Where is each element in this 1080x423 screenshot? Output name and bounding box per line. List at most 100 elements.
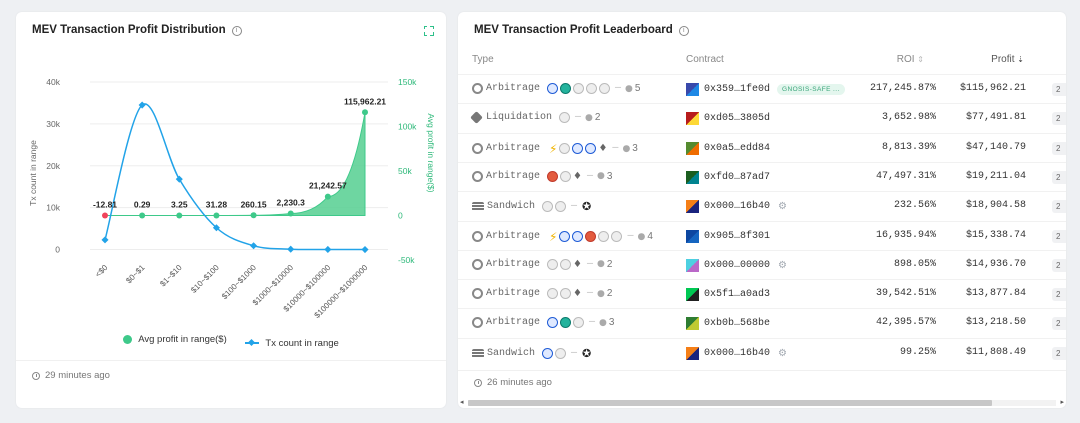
type-label: Arbitrage [486,143,541,155]
protocol-icon[interactable] [560,170,572,182]
protocol-icon[interactable] [555,347,567,359]
contract-cell[interactable]: 0x359…1fe0d GNOSIS-SAFE ... [686,83,845,96]
table-row[interactable]: Arbitrage — ● 5 0x359…1fe0d GNOSIS-SAFE ... 21… [458,74,1066,103]
eth-icon: ♦ [598,143,608,155]
dash-separator: — [571,201,578,213]
avg-profit-area [105,112,366,216]
protocol-icon[interactable] [559,143,571,155]
roi-value: 3,652.98% [881,112,936,124]
protocol-icon[interactable] [572,143,584,155]
protocol-icon[interactable] [547,317,559,329]
right-updated-time: 26 minutes ago [487,377,552,388]
contract-cell[interactable]: 0xfd0…87ad7 [686,170,771,184]
legend-tx-count[interactable]: Tx count in range [245,338,339,349]
col-profit[interactable]: Profit ⇣ [991,54,1024,65]
table-row[interactable]: Arbitrage — ● 3 0xb0b…568be 42,395.57% $13,218… [458,308,1066,337]
protocol-icon[interactable] [572,231,584,242]
info-icon[interactable]: i [678,26,689,36]
expand-icon[interactable] [423,25,434,36]
horizontal-scrollbar[interactable]: ◂ ▸ [458,398,1066,408]
eth-icon: ♦ [573,258,582,270]
pool-count: 2 [606,288,613,300]
avg-profit-point [139,212,146,219]
roi-value: 47,497.31% [875,170,936,182]
protocol-icon[interactable] [542,347,554,359]
table-row[interactable]: Arbitrage ⚡ — ● 4 0x905…8f301 16,935.94% $15,33… [458,220,1066,250]
overflow-cell: 2 [1052,83,1066,96]
roi-value: 99.25% [899,346,936,358]
col-type: Type [472,54,494,65]
protocol-icon[interactable] [560,288,572,300]
contract-cell[interactable]: 0xd05…3805d [686,112,771,126]
footer-divider [16,360,446,361]
type-cell: Sandwich — ✪ [472,347,591,360]
col-roi[interactable]: ROI ⇕ [897,54,924,65]
protocol-icon[interactable] [559,231,571,242]
right-axis-title: Avg profit in range($) [426,113,436,192]
contract-address[interactable]: 0x5f1…a0ad3 [704,289,771,301]
contract-cell[interactable]: 0x5f1…a0ad3 [686,288,771,302]
tx-count-line [104,103,366,251]
protocol-icon[interactable] [555,201,567,213]
table-row[interactable]: Arbitrage ♦ — ● 2 0x000…00000 ⚙ 898.05% $14,936.… [458,249,1066,279]
contract-address[interactable]: 0x0a5…edd84 [704,142,771,154]
protocol-icon[interactable] [547,170,559,182]
contract-address[interactable]: 0x359…1fe0d [704,84,771,95]
table-row[interactable]: Sandwich — ✪ 0x000…16b40 ⚙ 232.56% $18,904.58 2 [458,191,1066,220]
eth-icon: ♦ [573,288,582,300]
sandwich-icon [472,348,484,358]
contract-avatar [686,346,699,360]
scroll-left-icon[interactable]: ◂ [460,398,464,406]
table-row[interactable]: Arbitrage ♦ — ● 3 0xfd0…87ad7 47,497.31% $19,21… [458,161,1066,191]
protocol-icon[interactable] [547,83,559,94]
protocol-icon[interactable] [598,231,610,242]
legend-avg-dot [123,335,133,344]
contract-cell[interactable]: 0xb0b…568be [686,317,771,331]
overflow-cell: 2 [1052,346,1066,360]
contract-address[interactable]: 0x905…8f301 [704,230,771,242]
protocol-icon[interactable] [547,258,559,270]
contract-address[interactable]: 0x000…16b40 [704,347,771,359]
protocol-icon[interactable] [585,143,597,155]
avg-profit-label: 31.28 [206,199,228,209]
x-tick-label: $100~$1000 [220,263,258,301]
scroll-right-icon[interactable]: ▸ [1060,398,1064,406]
table-row[interactable]: Liquidation — ● 2 0xd05…3805d 3,652.98% $77,49… [458,103,1066,132]
type-cell: Arbitrage — ● 3 [472,317,614,329]
legend-avg-profit[interactable]: Avg profit in range($) [123,334,227,345]
contract-address[interactable]: 0x000…16b40 [704,201,771,213]
contract-address[interactable]: 0xb0b…568be [704,318,771,330]
robot-icon: ⚙ [778,201,787,213]
table-row[interactable]: Arbitrage ♦ — ● 2 0x5f1…a0ad3 39,542.51% $13,87… [458,279,1066,308]
protocol-icon[interactable] [573,83,585,94]
contract-cell[interactable]: 0x0a5…edd84 [686,141,771,155]
table-row[interactable]: Sandwich — ✪ 0x000…16b40 ⚙ 99.25% $11,808.49 2 [458,337,1066,367]
contract-cell[interactable]: 0x000…16b40 ⚙ [686,346,787,360]
type-cell: Arbitrage ♦ — ● 3 [472,170,612,182]
protocol-icon[interactable] [573,317,585,329]
protocol-icon[interactable] [599,83,611,94]
protocol-icon[interactable] [560,258,572,270]
overflow-cell: 2 [1052,229,1066,243]
scroll-thumb[interactable] [468,400,992,406]
protocol-icon[interactable] [559,112,571,124]
protocol-icon[interactable] [560,83,572,94]
lightning-icon: ⚡ [549,229,558,244]
protocol-icon[interactable] [585,231,597,242]
protocol-icon[interactable] [560,317,572,329]
protocol-icon[interactable] [542,201,554,213]
info-icon[interactable]: i [231,26,242,36]
tx-count-point [250,242,258,250]
contract-address[interactable]: 0xd05…3805d [704,113,771,125]
contract-address[interactable]: 0x000…00000 [704,259,771,271]
contract-cell[interactable]: 0x000…16b40 ⚙ [686,200,787,214]
contract-cell[interactable]: 0x000…00000 ⚙ [686,258,787,272]
dash-separator: — [575,112,582,124]
protocol-icon[interactable] [611,231,623,242]
roi-value: 39,542.51% [875,288,936,300]
table-row[interactable]: Arbitrage ⚡ ♦ — ● 3 0x0a5…edd84 8,813.39% $47,14… [458,132,1066,162]
protocol-icon[interactable] [586,83,598,94]
contract-cell[interactable]: 0x905…8f301 [686,229,771,243]
protocol-icon[interactable] [547,288,559,300]
contract-address[interactable]: 0xfd0…87ad7 [704,171,771,183]
